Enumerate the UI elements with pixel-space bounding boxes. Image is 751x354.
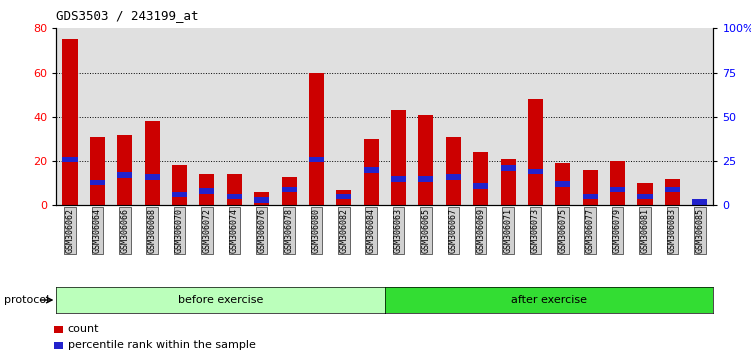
Bar bbox=[254, 192, 269, 205]
Text: percentile rank within the sample: percentile rank within the sample bbox=[68, 340, 255, 350]
Bar bbox=[692, 201, 707, 205]
Bar bbox=[610, 187, 625, 192]
Bar bbox=[555, 163, 571, 205]
Bar bbox=[172, 192, 187, 198]
Bar bbox=[62, 39, 77, 205]
Bar bbox=[446, 137, 461, 205]
Bar bbox=[638, 194, 653, 199]
Bar bbox=[665, 187, 680, 192]
Bar bbox=[391, 110, 406, 205]
Bar bbox=[254, 197, 269, 203]
Bar bbox=[62, 156, 77, 162]
Bar bbox=[117, 172, 132, 178]
Bar bbox=[418, 176, 433, 182]
Bar bbox=[555, 181, 571, 187]
Bar bbox=[391, 176, 406, 182]
Bar bbox=[418, 115, 433, 205]
Bar bbox=[363, 167, 379, 173]
Bar bbox=[145, 174, 160, 180]
Bar bbox=[145, 121, 160, 205]
Text: protocol: protocol bbox=[4, 295, 49, 305]
Bar bbox=[473, 152, 488, 205]
Bar bbox=[583, 194, 598, 199]
Bar bbox=[309, 73, 324, 205]
Bar bbox=[610, 161, 625, 205]
Bar bbox=[309, 156, 324, 162]
Bar bbox=[336, 194, 351, 199]
Bar bbox=[528, 169, 543, 175]
Bar bbox=[583, 170, 598, 205]
Bar bbox=[227, 175, 242, 205]
Bar bbox=[446, 174, 461, 180]
Bar bbox=[501, 165, 516, 171]
Bar bbox=[90, 137, 105, 205]
Bar bbox=[117, 135, 132, 205]
Text: count: count bbox=[68, 324, 99, 334]
Text: before exercise: before exercise bbox=[178, 295, 264, 305]
Bar bbox=[336, 190, 351, 205]
Bar bbox=[282, 187, 297, 192]
Bar bbox=[528, 99, 543, 205]
Bar bbox=[199, 188, 215, 194]
Bar bbox=[90, 179, 105, 185]
Bar bbox=[692, 199, 707, 205]
Bar bbox=[473, 183, 488, 189]
Bar bbox=[638, 183, 653, 205]
Bar bbox=[501, 159, 516, 205]
Bar bbox=[665, 179, 680, 205]
Bar bbox=[227, 194, 242, 199]
Bar bbox=[282, 177, 297, 205]
Text: GDS3503 / 243199_at: GDS3503 / 243199_at bbox=[56, 9, 199, 22]
Bar bbox=[172, 166, 187, 205]
Bar bbox=[199, 175, 215, 205]
Text: after exercise: after exercise bbox=[511, 295, 587, 305]
Bar bbox=[363, 139, 379, 205]
